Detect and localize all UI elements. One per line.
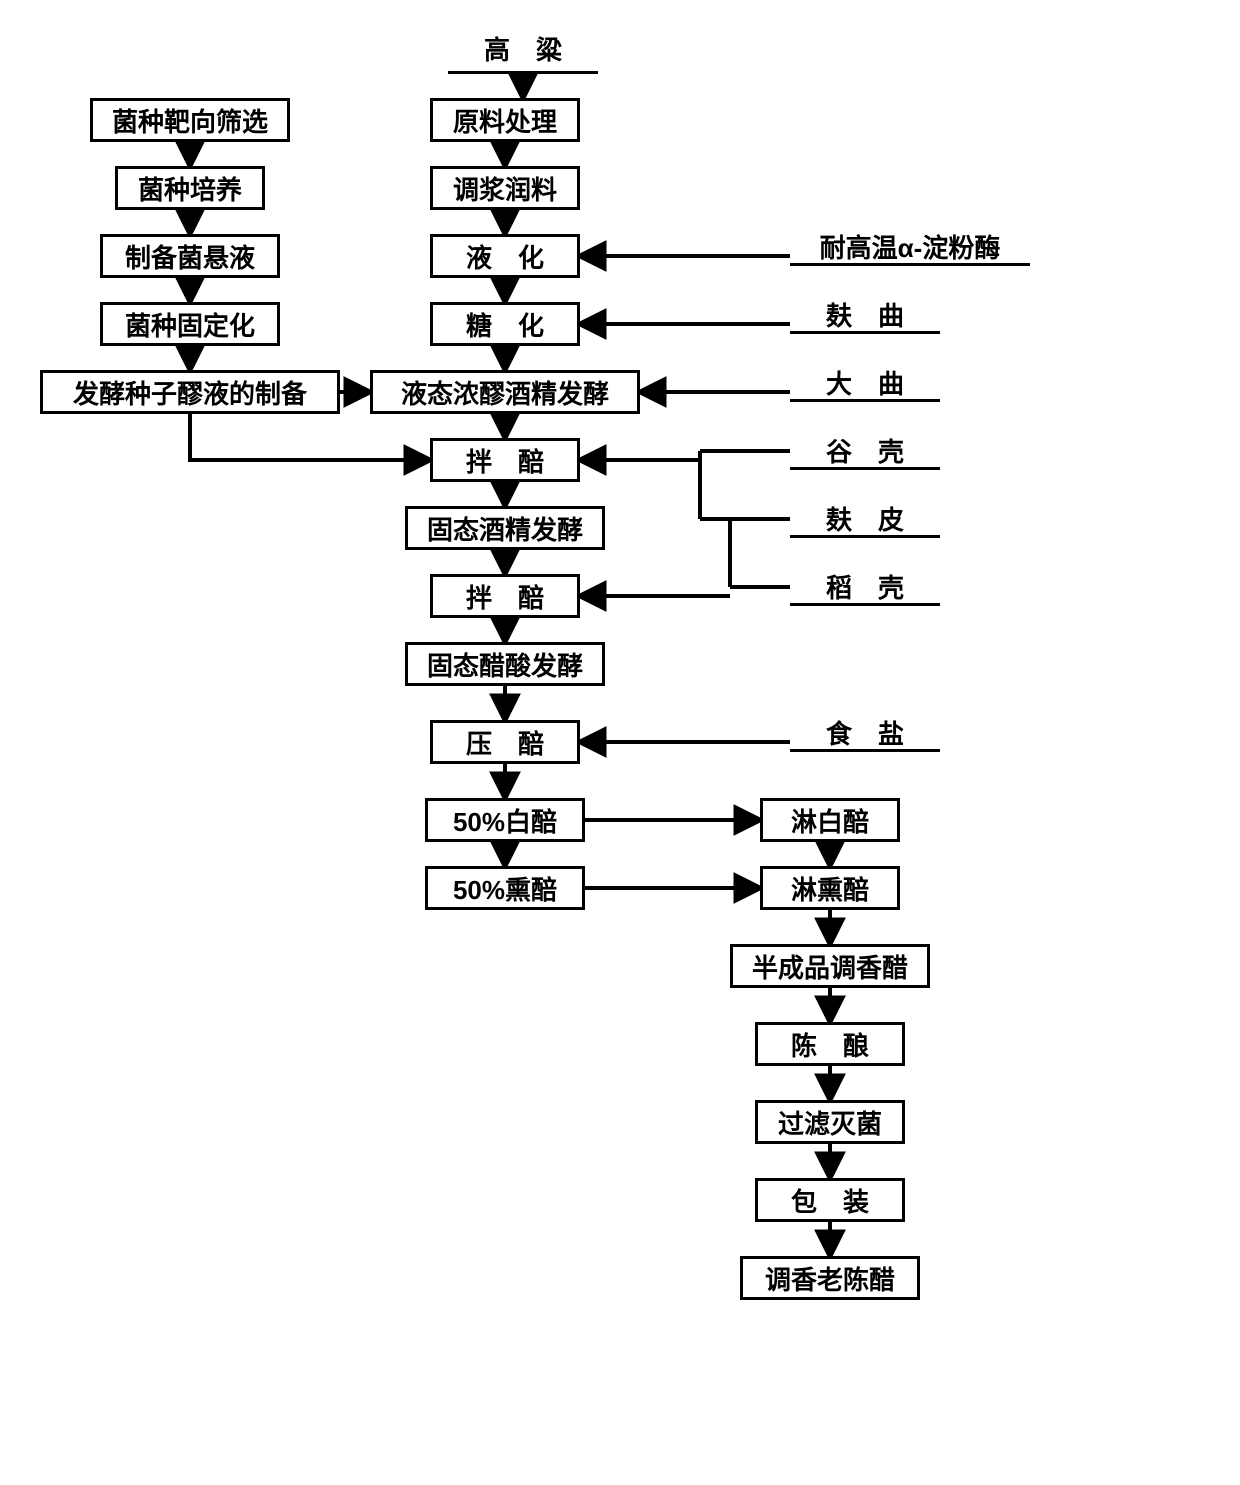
node-press: 压 醅 — [430, 720, 580, 764]
node-final: 调香老陈醋 — [740, 1256, 920, 1300]
node-strain_sel: 菌种靶向筛选 — [90, 98, 290, 142]
node-liq_ferment: 液态浓醪酒精发酵 — [370, 370, 640, 414]
node-wheat_bran: 麸 皮 — [790, 500, 940, 538]
node-white50: 50%白醅 — [425, 798, 585, 842]
node-raw: 原料处理 — [430, 98, 580, 142]
node-da_qu: 大 曲 — [790, 364, 940, 402]
node-slurry: 调浆润料 — [430, 166, 580, 210]
node-mix2: 拌 醅 — [430, 574, 580, 618]
node-bran_qu: 麸 曲 — [790, 296, 940, 334]
node-rinse_smoke: 淋熏醅 — [760, 866, 900, 910]
node-solid_alc: 固态酒精发酵 — [405, 506, 605, 550]
node-filter: 过滤灭菌 — [755, 1100, 905, 1144]
edge-layer — [0, 0, 1240, 1485]
node-mix1: 拌 醅 — [430, 438, 580, 482]
node-rice_hull: 稻 壳 — [790, 568, 940, 606]
node-rinse_white: 淋白醅 — [760, 798, 900, 842]
node-age: 陈 酿 — [755, 1022, 905, 1066]
node-liquefy: 液 化 — [430, 234, 580, 278]
node-seed: 发酵种子醪液的制备 — [40, 370, 340, 414]
node-chaff: 谷 壳 — [790, 432, 940, 470]
node-susp: 制备菌悬液 — [100, 234, 280, 278]
node-strain_cult: 菌种培养 — [115, 166, 265, 210]
node-pack: 包 装 — [755, 1178, 905, 1222]
node-salt: 食 盐 — [790, 714, 940, 752]
node-amylase: 耐高温α-淀粉酶 — [790, 228, 1030, 266]
node-smoke50: 50%熏醅 — [425, 866, 585, 910]
node-immob: 菌种固定化 — [100, 302, 280, 346]
node-semi: 半成品调香醋 — [730, 944, 930, 988]
node-saccharify: 糖 化 — [430, 302, 580, 346]
node-sorghum: 高 粱 — [448, 30, 598, 74]
node-solid_acetic: 固态醋酸发酵 — [405, 642, 605, 686]
